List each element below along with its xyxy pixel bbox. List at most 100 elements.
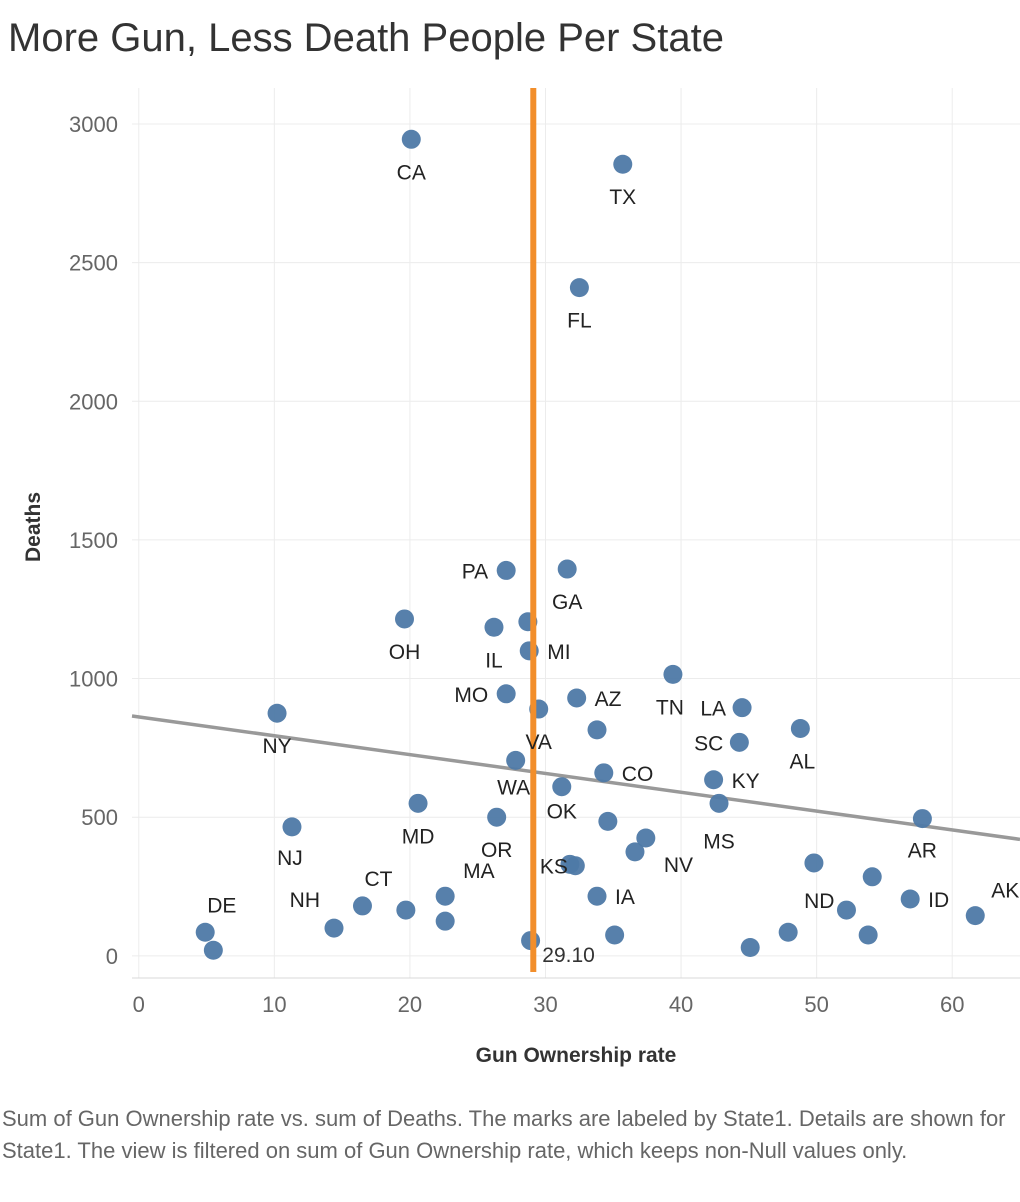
point-label-wa: WA	[497, 776, 530, 799]
point-label-pa: PA	[462, 560, 488, 583]
data-point	[324, 918, 344, 938]
data-point	[790, 718, 810, 738]
point-label-ak: AK	[991, 880, 1019, 903]
scatter-plot: 29.10 CA TX FL PA GA OH IL MI MO VA AZ TN LA SC AL NY WA…	[22, 88, 1020, 1067]
data-point	[435, 911, 455, 931]
point-label-ar: AR	[908, 840, 937, 863]
data-point	[565, 856, 585, 876]
data-point	[613, 154, 633, 174]
point-label-nh: NH	[290, 889, 320, 912]
x-axis: 0 10 20 30 40 50 60	[132, 977, 1020, 1017]
data-point	[569, 278, 589, 298]
data-point	[605, 925, 625, 945]
data-point	[804, 853, 824, 873]
point-label-al: AL	[790, 750, 816, 773]
data-point	[912, 809, 932, 829]
data-point	[778, 922, 798, 942]
data-points	[195, 129, 985, 960]
point-label-il: IL	[485, 649, 503, 672]
point-label-oh: OH	[389, 641, 421, 664]
data-point	[396, 900, 416, 920]
trend-line-group	[131, 714, 1020, 842]
data-point	[587, 886, 607, 906]
point-label-mi: MI	[547, 641, 570, 664]
data-point	[557, 559, 577, 579]
point-label-la: LA	[700, 698, 726, 721]
point-label-de: DE	[207, 894, 236, 917]
data-point	[740, 938, 760, 958]
point-label-nj: NJ	[277, 847, 303, 870]
x-axis-title: Gun Ownership rate	[476, 1044, 677, 1067]
point-label-va: VA	[525, 731, 551, 754]
point-label-or: OR	[481, 839, 513, 862]
point-label-ny: NY	[262, 735, 291, 758]
x-tick-label: 0	[133, 992, 145, 1017]
data-point	[496, 684, 516, 704]
data-point	[552, 777, 572, 797]
y-axis-title: Deaths	[22, 492, 45, 562]
x-tick-label: 30	[533, 992, 557, 1017]
grid-lines	[132, 88, 1020, 978]
point-label-az: AZ	[595, 688, 622, 711]
point-label-nv: NV	[664, 854, 693, 877]
data-point	[663, 664, 683, 684]
point-label-ga: GA	[552, 591, 582, 614]
data-point	[496, 560, 516, 580]
data-point	[352, 896, 372, 916]
point-label-sc: SC	[694, 732, 723, 755]
data-point	[598, 811, 618, 831]
reference-line-label: 29.10	[542, 944, 595, 967]
data-point	[435, 886, 455, 906]
x-tick-label: 50	[804, 992, 828, 1017]
data-point	[408, 793, 428, 813]
x-tick-label: 10	[262, 992, 286, 1017]
point-label-md: MD	[402, 825, 435, 848]
point-label-tx: TX	[609, 186, 636, 209]
chart-title: More Gun, Less Death People Per State	[8, 16, 724, 60]
y-tick-label: 500	[81, 805, 118, 830]
y-tick-label: 2500	[69, 251, 118, 276]
y-tick-label: 1500	[69, 528, 118, 553]
trend-line	[131, 714, 1020, 842]
y-tick-label: 0	[106, 944, 118, 969]
data-point	[732, 698, 752, 718]
y-tick-label: 2000	[69, 389, 118, 414]
data-point	[195, 922, 215, 942]
point-label-mo: MO	[454, 684, 488, 707]
data-point	[965, 906, 985, 926]
point-label-co: CO	[622, 763, 654, 786]
point-label-ms: MS	[703, 830, 735, 853]
data-point	[282, 817, 302, 837]
data-point	[401, 129, 421, 149]
data-point	[587, 720, 607, 740]
point-label-ky: KY	[732, 770, 760, 793]
data-point	[203, 940, 223, 960]
x-tick-label: 20	[398, 992, 422, 1017]
point-label-ia: IA	[615, 886, 635, 909]
data-point	[506, 750, 526, 770]
point-label-fl: FL	[567, 310, 592, 333]
data-point	[862, 867, 882, 887]
data-point	[636, 828, 656, 848]
data-point	[484, 617, 504, 637]
data-point	[858, 925, 878, 945]
point-label-ca: CA	[397, 161, 426, 184]
point-label-ct: CT	[364, 868, 392, 891]
y-tick-label: 3000	[69, 112, 118, 137]
data-point	[625, 842, 645, 862]
data-point	[709, 793, 729, 813]
data-point	[267, 703, 287, 723]
data-point	[567, 688, 587, 708]
point-label-ok: OK	[547, 801, 577, 824]
point-label-ma: MA	[463, 860, 495, 883]
point-labels: CA TX FL PA GA OH IL MI MO VA AZ TN LA SC AL NY WA CO OK KY…	[207, 161, 1019, 917]
x-tick-label: 60	[940, 992, 964, 1017]
y-axis: 0 500 1000 1500 2000 2500 3000	[69, 112, 118, 969]
chart-caption: Sum of Gun Ownership rate vs. sum of Dea…	[2, 1106, 1006, 1163]
data-point	[900, 889, 920, 909]
data-point	[836, 900, 856, 920]
x-tick-label: 40	[669, 992, 693, 1017]
point-label-id: ID	[928, 889, 949, 912]
point-label-nd: ND	[804, 890, 834, 913]
data-point	[487, 807, 507, 827]
